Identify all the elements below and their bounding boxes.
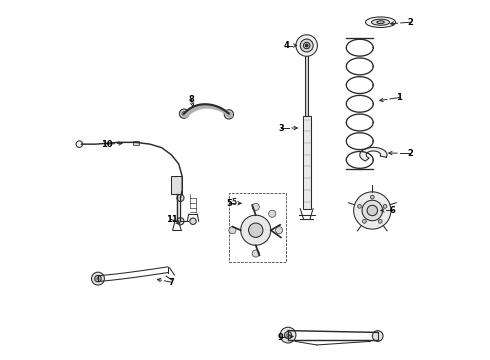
Circle shape (229, 226, 236, 234)
Bar (305, 54, 308, 116)
Text: 7: 7 (169, 278, 174, 287)
Text: 1: 1 (396, 93, 402, 102)
Circle shape (97, 278, 99, 280)
Circle shape (182, 112, 186, 116)
Circle shape (296, 35, 318, 56)
Circle shape (252, 203, 259, 211)
Circle shape (354, 192, 391, 229)
Circle shape (358, 204, 362, 208)
Text: 8: 8 (188, 95, 194, 104)
Text: 3: 3 (278, 123, 284, 132)
Circle shape (300, 39, 313, 52)
Bar (229, 193, 286, 262)
Text: 11: 11 (166, 215, 177, 224)
Text: 2: 2 (407, 149, 413, 158)
Bar (303, 116, 311, 209)
Circle shape (177, 194, 184, 202)
Circle shape (383, 204, 387, 208)
Text: 2: 2 (407, 18, 413, 27)
Circle shape (177, 218, 184, 225)
Circle shape (179, 109, 189, 118)
Circle shape (372, 330, 383, 341)
Circle shape (241, 215, 271, 245)
Ellipse shape (377, 21, 384, 23)
Circle shape (363, 220, 367, 223)
Circle shape (190, 218, 196, 225)
Circle shape (224, 110, 234, 119)
Circle shape (280, 327, 296, 343)
Circle shape (252, 250, 259, 257)
Circle shape (227, 112, 231, 117)
Circle shape (92, 272, 104, 285)
Text: 6: 6 (389, 206, 395, 215)
Text: 4: 4 (283, 41, 289, 50)
Circle shape (303, 42, 310, 49)
Text: 9: 9 (278, 333, 284, 342)
Bar (172, 176, 182, 194)
Text: 5: 5 (226, 199, 232, 208)
Circle shape (305, 44, 308, 47)
Circle shape (248, 223, 263, 237)
Ellipse shape (371, 19, 390, 25)
Text: 10: 10 (101, 140, 113, 149)
Circle shape (285, 332, 292, 339)
Bar (133, 141, 139, 145)
Circle shape (275, 226, 283, 234)
Text: 5: 5 (232, 198, 237, 207)
Circle shape (362, 200, 383, 221)
Circle shape (269, 210, 276, 217)
Circle shape (287, 334, 290, 337)
Circle shape (370, 195, 374, 199)
Circle shape (367, 205, 377, 216)
Ellipse shape (366, 17, 395, 27)
Polygon shape (360, 147, 387, 161)
Circle shape (95, 275, 101, 282)
Circle shape (378, 220, 382, 223)
